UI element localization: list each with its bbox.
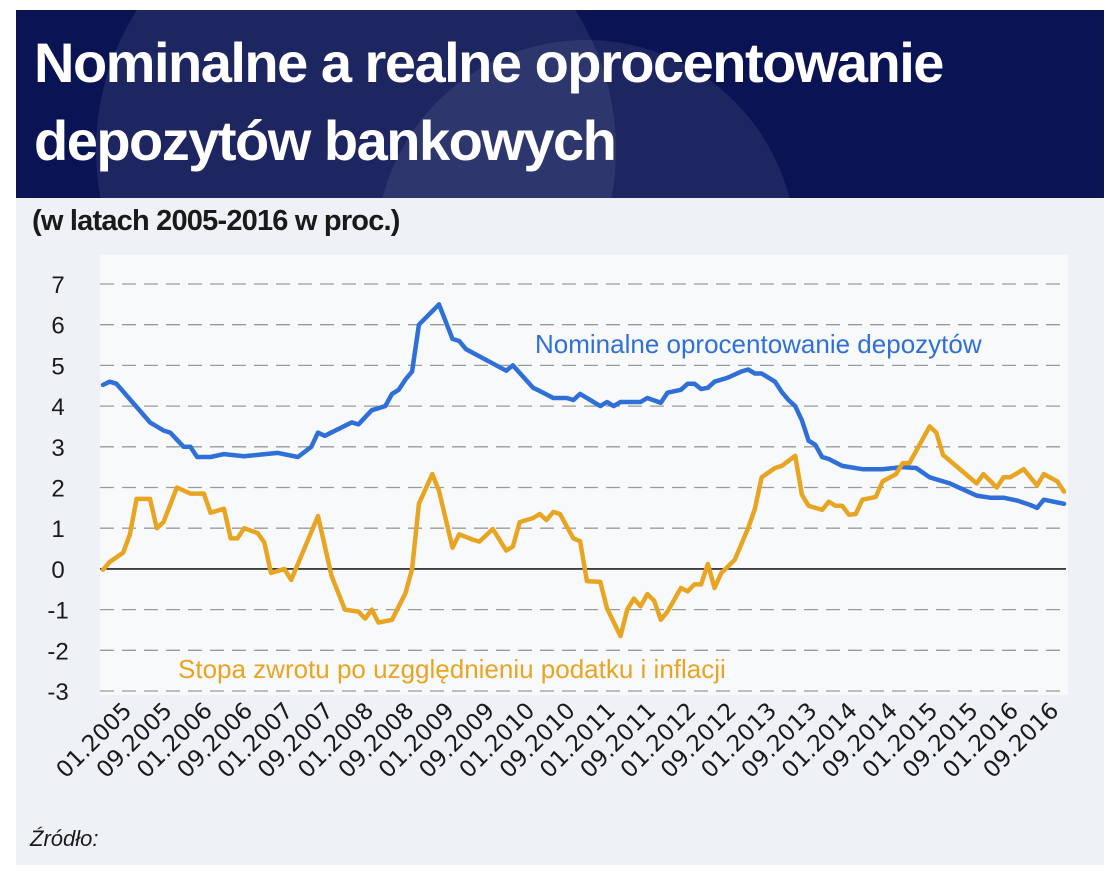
y-tick-label: 3 [51, 435, 64, 462]
y-tick-label: 6 [51, 313, 64, 340]
title-line-2: depozytów bankowych [34, 109, 617, 172]
y-tick-label: 4 [51, 394, 64, 421]
gridlines [100, 283, 1066, 692]
y-tick-label: -1 [47, 598, 68, 625]
y-tick-label: 7 [51, 272, 64, 299]
y-tick-label: -2 [47, 638, 68, 665]
series-lines [100, 302, 1067, 639]
decorative-circle [96, 10, 616, 198]
x-axis-ticks: 01.200509.200501.200609.200601.200709.20… [52, 698, 1065, 784]
plot-area [100, 255, 1068, 695]
series-label-nominal: Nominalne oprocentowanie depozytów [535, 329, 982, 359]
y-tick-label: 5 [51, 353, 64, 380]
series-line-nominal [100, 302, 1067, 511]
chart-subtitle: (w latach 2005-2016 w proc.) [32, 205, 400, 237]
series-line-real [100, 424, 1067, 639]
y-tick-label: 1 [51, 516, 64, 543]
y-tick-label: 2 [51, 476, 64, 503]
y-axis-ticks: 7 6 5 4 3 2 1 0 -1 -2 -3 [47, 272, 68, 706]
y-tick-label: -3 [47, 679, 68, 706]
page-title: Nominalne a realne oprocentowanie depozy… [34, 24, 944, 180]
y-tick-label: 0 [51, 557, 64, 584]
source-label: Źródło: [30, 826, 99, 851]
header-banner: Nominalne a realne oprocentowanie depozy… [16, 10, 1104, 198]
series-label-real: Stopa zwrotu po uzgględnieniu podatku i … [178, 654, 726, 684]
title-line-1: Nominalne a realne oprocentowanie [34, 31, 944, 94]
